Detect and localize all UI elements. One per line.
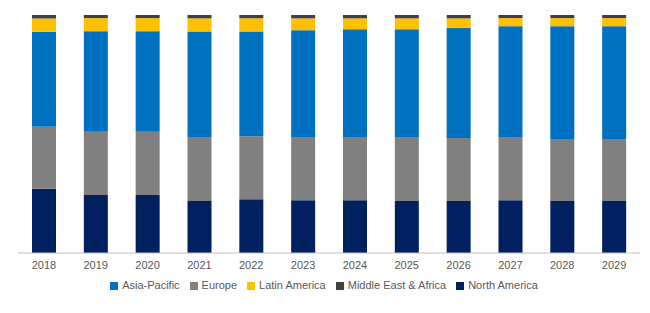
svg-text:2018: 2018 [32, 259, 56, 271]
svg-text:2027: 2027 [498, 259, 522, 271]
svg-text:2023: 2023 [291, 259, 315, 271]
html-text:Middle East & Africa: Middle East & Africa [347, 279, 447, 291]
svg-text:2028: 2028 [550, 259, 574, 271]
svg-text:2026: 2026 [446, 259, 470, 271]
html-text:Asia-Pacific: Asia-Pacific [122, 279, 180, 291]
svg-text:2024: 2024 [343, 259, 367, 271]
svg-text:2021: 2021 [187, 259, 211, 271]
svg-text:2022: 2022 [239, 259, 263, 271]
svg-text:2025: 2025 [395, 259, 419, 271]
html-text:Latin America: Latin America [259, 279, 326, 291]
html-text:North America: North America [468, 279, 538, 291]
svg-text:2029: 2029 [602, 259, 626, 271]
svg-text:2019: 2019 [84, 259, 108, 271]
svg-text:2020: 2020 [135, 259, 159, 271]
html-text:Europe: Europe [201, 279, 238, 291]
